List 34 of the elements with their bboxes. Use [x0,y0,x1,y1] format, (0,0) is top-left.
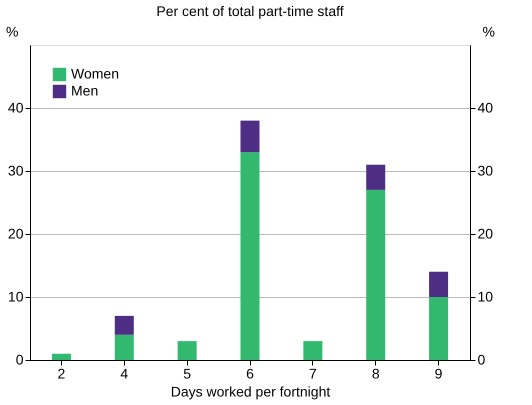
x-tick-label: 4 [120,366,128,382]
bar [429,297,448,360]
bar [366,164,386,190]
y2-tick-label: 40 [478,100,494,116]
chart-title: Per cent of total part-time staff [156,3,344,19]
x-tick-label: 2 [58,366,66,382]
x-tick-label: 6 [246,366,254,382]
y-tick-label: 30 [8,162,24,178]
bar [429,272,448,297]
bar [240,120,260,152]
y-tick-label: 10 [8,288,24,304]
y2-axis-title: % [482,24,495,40]
y2-tick-label: 20 [478,226,494,242]
legend-label: Men [71,82,98,98]
bar [114,334,134,360]
y-tick-label: 20 [8,226,24,242]
x-tick-label: 8 [372,366,380,382]
y2-tick-label: 0 [478,352,486,368]
y2-tick-label: 10 [478,288,494,304]
legend-label: Women [71,66,119,82]
x-axis-title: Days worked per fortnight [170,384,330,400]
y-axis-title: % [6,24,18,40]
bar [114,316,134,335]
bar [178,341,197,360]
x-tick-label: 9 [434,366,443,382]
y-tick-label: 40 [8,100,24,116]
y2-tick-label: 30 [478,162,494,178]
bar [303,341,322,360]
bar [52,354,71,360]
y-tick-label: 0 [16,352,24,368]
bar [240,152,260,360]
x-tick-label: 5 [183,366,192,382]
bar [366,190,386,360]
x-tick-label: 7 [308,366,317,382]
